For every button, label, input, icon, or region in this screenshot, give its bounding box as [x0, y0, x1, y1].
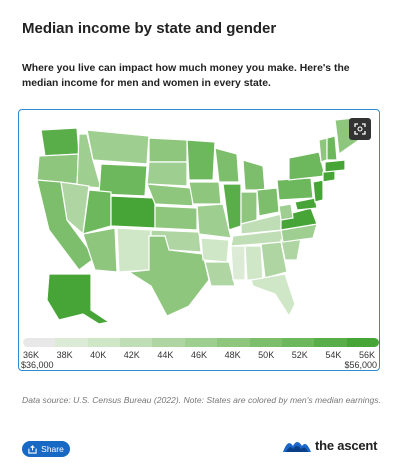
- state-new-hampshire: [326, 135, 338, 161]
- legend-swatch: [152, 338, 185, 347]
- state-west-virginia: [278, 203, 294, 221]
- share-button[interactable]: Share: [22, 441, 70, 457]
- state-wyoming: [98, 163, 148, 197]
- legend-swatch: [314, 338, 347, 347]
- state-nebraska: [146, 183, 194, 207]
- state-maryland: [294, 197, 318, 211]
- state-colorado: [110, 195, 156, 229]
- zoom-fit-icon: [354, 123, 366, 135]
- state-massachusetts: [324, 159, 346, 173]
- legend-swatch: [217, 338, 250, 347]
- state-minnesota: [186, 139, 216, 181]
- state-texas: [127, 235, 210, 317]
- legend-swatch: [87, 338, 121, 347]
- legend-tick-label: 40K: [90, 350, 107, 360]
- legend-tick-label: 42K: [123, 350, 140, 360]
- state-south-dakota: [146, 161, 188, 187]
- state-new-mexico: [116, 227, 152, 273]
- state-virginia: [280, 207, 318, 231]
- us-map[interactable]: [19, 110, 378, 336]
- state-arkansas: [200, 237, 230, 263]
- state-wisconsin: [214, 147, 240, 183]
- state-idaho: [76, 133, 102, 189]
- page-title: Median income by state and gender: [22, 20, 277, 37]
- legend-swatch: [55, 338, 88, 347]
- state-washington: [40, 127, 80, 157]
- legend-tick-label: 48K: [224, 350, 241, 360]
- state-mississippi: [230, 245, 246, 281]
- legend-swatch: [184, 338, 218, 347]
- legend-swatch: [120, 338, 153, 347]
- state-north-dakota: [148, 137, 188, 163]
- legend-tick-label: 52K: [291, 350, 308, 360]
- state-new-york: [288, 151, 326, 181]
- state-arizona: [82, 227, 118, 273]
- state-florida: [250, 273, 296, 318]
- legend-swatch: [346, 338, 379, 347]
- map-frame: 36K 38K 40K 42K 44K 46K 48K 50K 52K 54K 56K $36,00…: [18, 109, 380, 371]
- state-oregon: [36, 153, 80, 185]
- legend-min-label: $36,000: [21, 360, 54, 370]
- legend-swatch: [281, 338, 315, 347]
- legend-tick-label: 44K: [157, 350, 174, 360]
- legend-swatch: [249, 338, 282, 347]
- state-georgia: [260, 241, 288, 279]
- state-michigan: [242, 159, 266, 191]
- page-subtitle: Where you live can impact how much money…: [22, 63, 350, 89]
- legend-swatch: [23, 338, 56, 347]
- state-alaska: [46, 273, 111, 325]
- legend-max-label: $56,000: [344, 360, 377, 370]
- state-iowa: [188, 181, 222, 205]
- state-pennsylvania: [276, 177, 314, 201]
- state-new-jersey: [312, 179, 324, 203]
- state-montana: [86, 129, 150, 165]
- brand-logo: the ascent: [282, 436, 378, 454]
- state-louisiana: [204, 261, 236, 287]
- brand-name: the ascent: [315, 437, 378, 453]
- legend-tick-label: 46K: [190, 350, 208, 360]
- legend-tick-label: 36K: [22, 350, 40, 360]
- legend-tick-label: 50K: [258, 350, 275, 360]
- state-kansas: [154, 205, 198, 231]
- legend-color-scale: [23, 338, 379, 347]
- state-alabama: [244, 245, 264, 281]
- legend-tick-label: 54K: [325, 350, 342, 360]
- legend-tick-label: 38K: [56, 350, 73, 360]
- state-missouri: [196, 203, 232, 239]
- data-source-note: Data source: U.S. Census Bureau (2022). …: [22, 395, 381, 405]
- share-label: Share: [41, 444, 64, 454]
- zoom-button[interactable]: [349, 118, 371, 140]
- legend-ticks: 36K 38K 40K 42K 44K 46K 48K 50K 52K 54K 56K: [19, 350, 379, 362]
- state-indiana: [240, 191, 258, 225]
- state-ohio: [256, 187, 280, 217]
- share-icon: [28, 444, 37, 454]
- legend-tick-label: 56K: [358, 350, 376, 360]
- the-ascent-logo-icon: [283, 442, 311, 452]
- state-vermont: [318, 137, 328, 163]
